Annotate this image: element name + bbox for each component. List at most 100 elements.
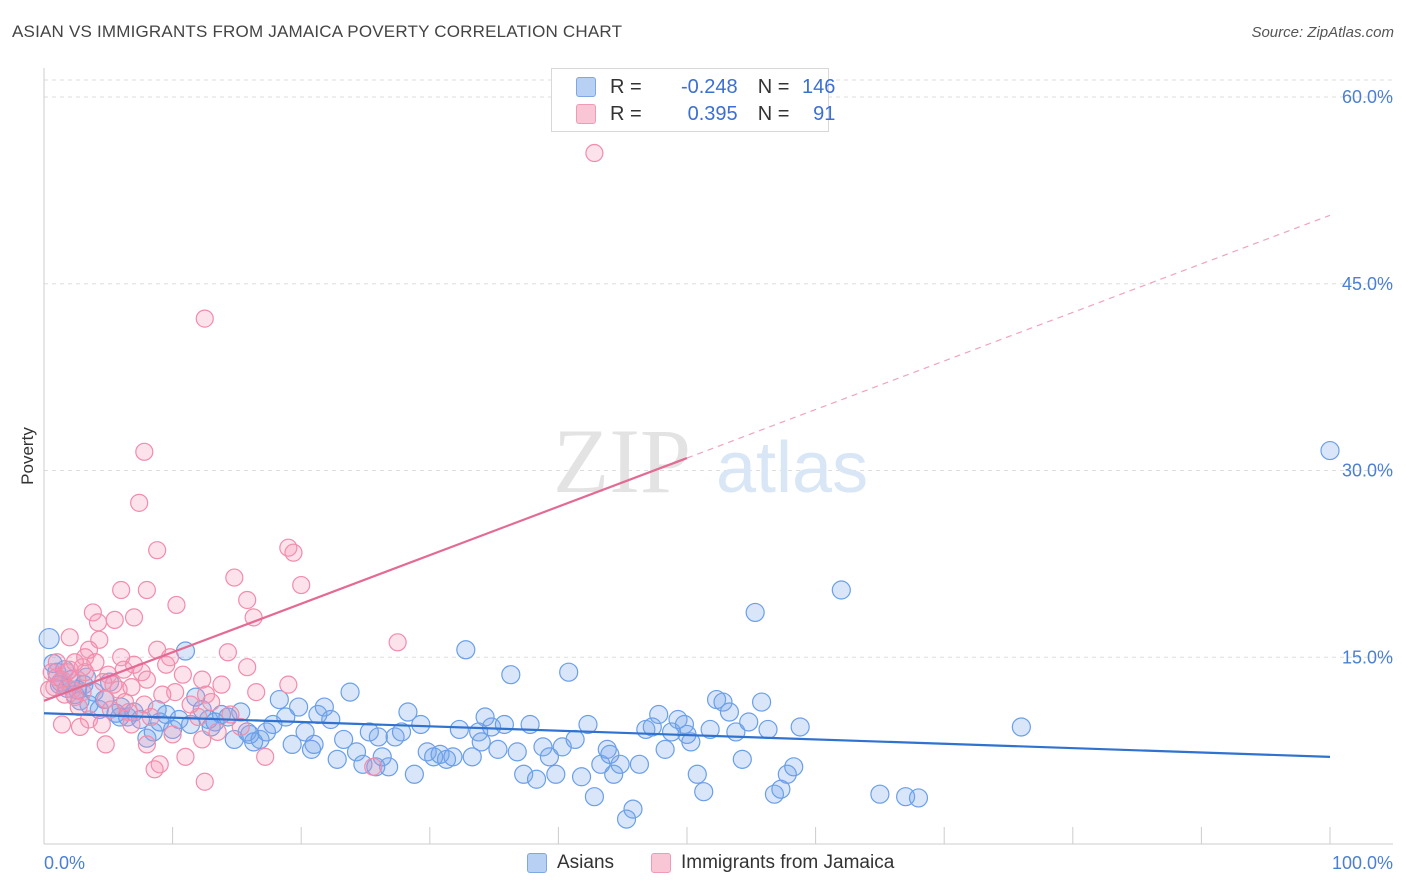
- jamaica-trend-extension: [686, 214, 1331, 459]
- asian-point: [764, 784, 785, 804]
- jamaica-point: [137, 670, 156, 689]
- legend-swatch-blue: [576, 77, 596, 97]
- jamaica-point: [88, 613, 108, 632]
- legend-item-asians: Asians: [527, 852, 614, 874]
- x-tick-label: 0.0%: [44, 853, 85, 873]
- legend-label-asians: Asians: [557, 852, 615, 873]
- series-legend: Asians Immigrants from Jamaica: [0, 852, 1406, 878]
- legend-n-value: 146: [802, 75, 836, 98]
- asian-point: [700, 719, 720, 740]
- jamaica-point: [585, 143, 604, 163]
- asian-point: [739, 712, 759, 732]
- jamaica-point: [135, 442, 154, 461]
- jamaica-point: [52, 715, 72, 734]
- legend-r-label: R =: [610, 102, 642, 125]
- jamaica-point: [112, 580, 131, 600]
- jamaica-points: [40, 143, 604, 791]
- asian-point: [359, 722, 379, 742]
- jamaica-point: [176, 747, 195, 766]
- asian-point: [604, 764, 624, 784]
- asian-point: [411, 714, 431, 735]
- asian-point: [629, 754, 650, 774]
- jamaica-point: [292, 575, 311, 595]
- watermark: ZIP atlas: [553, 410, 868, 512]
- jamaica-point: [104, 675, 123, 694]
- axes: [43, 68, 1393, 845]
- jamaica-point: [225, 568, 244, 587]
- asian-point: [507, 742, 527, 762]
- legend-r-value: 0.395: [687, 102, 738, 125]
- asian-point: [1011, 717, 1031, 737]
- jamaica-trend-line: [43, 457, 688, 702]
- asian-point: [546, 764, 566, 784]
- y-axis-title: Poverty: [18, 427, 37, 485]
- jamaica-point: [96, 735, 115, 754]
- legend-item-jamaica: Immigrants from Jamaica: [651, 852, 894, 874]
- asian-point: [269, 689, 289, 710]
- asian-point: [250, 729, 270, 750]
- jamaica-point: [153, 685, 172, 704]
- jamaica-point: [218, 643, 237, 662]
- asian-point: [289, 697, 309, 717]
- x-tick-label: 100.0%: [1332, 853, 1393, 873]
- asian-point: [831, 580, 851, 600]
- asian-point: [526, 769, 547, 789]
- jamaica-point: [42, 663, 61, 682]
- asians-trend-line: [43, 712, 1331, 758]
- jamaica-point: [124, 608, 144, 627]
- asian-point: [501, 665, 521, 685]
- asian-point: [163, 719, 183, 740]
- asian-point: [462, 747, 482, 767]
- gridlines: [44, 79, 1393, 658]
- jamaica-point: [137, 580, 156, 600]
- asian-point: [745, 602, 765, 623]
- asian-point: [488, 739, 508, 759]
- jamaica-point: [193, 730, 212, 749]
- asian-point: [334, 729, 354, 750]
- jamaica-point: [60, 628, 79, 647]
- jamaica-point: [181, 695, 200, 714]
- jamaica-point: [193, 670, 212, 689]
- source-label: Source: ZipAtlas.com: [1251, 24, 1394, 41]
- legend-label-jamaica: Immigrants from Jamaica: [681, 852, 895, 873]
- axis-labels: 15.0% 30.0% 45.0% 60.0% 0.0% 100.0%: [44, 87, 1393, 873]
- jamaica-point: [130, 493, 149, 512]
- jamaica-point: [212, 675, 231, 694]
- asian-point: [449, 719, 469, 740]
- jamaica-point: [150, 755, 169, 774]
- asian-point: [578, 714, 598, 735]
- asian-point: [642, 717, 662, 737]
- asian-point: [713, 692, 733, 712]
- asian-point: [751, 692, 772, 712]
- asian-point: [301, 739, 322, 759]
- jamaica-point: [137, 735, 156, 754]
- jamaica-point: [279, 538, 298, 557]
- asian-point: [1320, 440, 1340, 461]
- asian-point: [668, 709, 688, 730]
- jamaica-point: [195, 772, 214, 791]
- jamaica-point: [92, 715, 111, 734]
- y-tick-label: 15.0%: [1342, 647, 1393, 667]
- jamaica-point: [83, 603, 102, 622]
- watermark-atlas: atlas: [716, 428, 868, 508]
- jamaica-point: [70, 717, 90, 737]
- jamaica-point: [115, 692, 135, 712]
- asian-point: [655, 739, 675, 759]
- jamaica-point: [145, 760, 164, 779]
- jamaica-point: [96, 690, 115, 709]
- asian-point: [494, 714, 514, 735]
- asian-point: [181, 714, 201, 735]
- asian-point: [571, 767, 592, 787]
- asian-point: [240, 724, 260, 745]
- asian-point: [391, 722, 412, 742]
- asian-point: [475, 707, 495, 727]
- asian-point: [649, 704, 669, 725]
- jamaica-point: [231, 717, 250, 737]
- correlation-legend: R = -0.248 N = 146 R = 0.395 N = 91: [551, 68, 835, 132]
- jamaica-point: [279, 675, 298, 694]
- asian-point: [777, 764, 797, 784]
- asian-point: [597, 739, 617, 759]
- asian-point: [610, 754, 630, 774]
- jamaica-point: [284, 543, 303, 562]
